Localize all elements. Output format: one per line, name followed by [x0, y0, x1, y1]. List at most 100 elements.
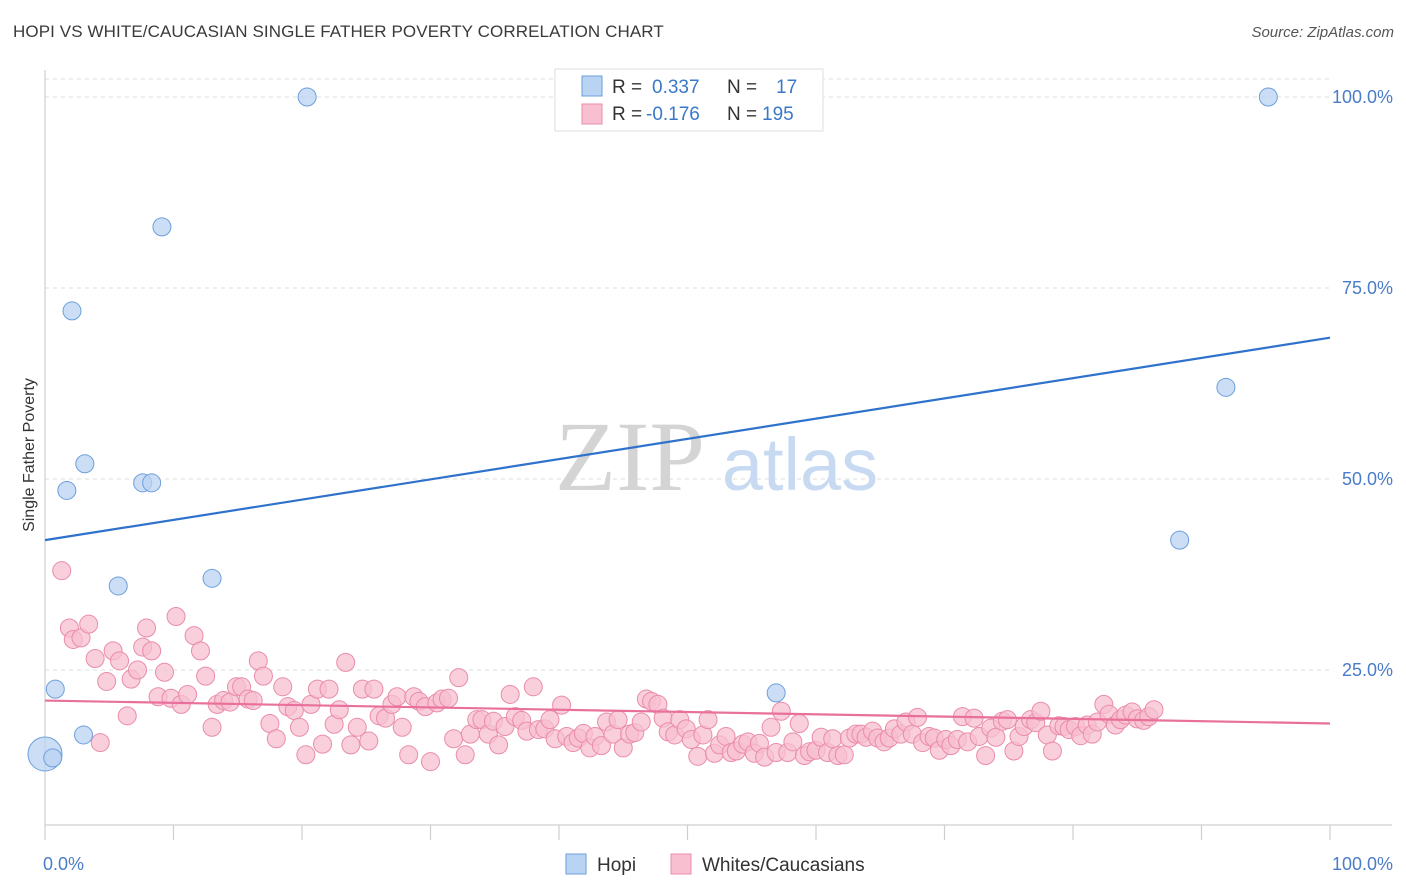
- bottom-legend: Hopi Whites/Caucasians: [565, 853, 865, 876]
- white-point: [364, 679, 384, 699]
- white-point: [489, 735, 509, 755]
- white-point: [273, 677, 293, 697]
- legend-hopi-swatch: [581, 75, 603, 97]
- white-point: [253, 666, 273, 686]
- white-point: [387, 687, 407, 707]
- white-point: [552, 695, 572, 715]
- white-point: [1042, 741, 1062, 761]
- white-point: [976, 746, 996, 766]
- white-point: [79, 614, 99, 634]
- legend-white-n-value: 195: [762, 104, 794, 125]
- white-point: [455, 745, 475, 765]
- white-point: [359, 731, 379, 751]
- white-point: [591, 736, 611, 756]
- white-point: [97, 671, 117, 691]
- white-point: [986, 727, 1006, 747]
- white-point: [438, 688, 458, 708]
- white-point: [421, 752, 440, 772]
- white-point: [155, 662, 175, 682]
- x-tick-label-0: 0.0%: [43, 854, 84, 874]
- white-point: [834, 745, 854, 765]
- legend-hopi-n-label: N =: [727, 77, 757, 98]
- white-point: [608, 710, 628, 730]
- hopi-point: [152, 217, 172, 237]
- watermark-atlas: atlas: [722, 423, 878, 506]
- white-point: [449, 668, 469, 688]
- legend-white-n-label: N =: [727, 104, 757, 125]
- y-tick-label-100: 100.0%: [1332, 87, 1393, 107]
- watermark: ZIP atlas: [555, 401, 878, 512]
- bottom-legend-hopi-label: Hopi: [597, 855, 636, 876]
- white-point: [137, 618, 157, 638]
- hopi-point: [1216, 377, 1236, 397]
- white-point: [997, 710, 1017, 730]
- white-point: [908, 707, 928, 727]
- legend-white-r-label: R =: [612, 104, 642, 125]
- white-point: [761, 717, 781, 737]
- legend-hopi-r-label: R =: [612, 77, 642, 98]
- whites-caucasians-points: [52, 561, 1164, 772]
- hopi-point: [142, 473, 162, 493]
- white-point: [190, 641, 210, 661]
- bottom-legend-white-label: Whites/Caucasians: [702, 855, 865, 876]
- white-trend-line: [44, 699, 1331, 725]
- white-point: [783, 732, 803, 752]
- bottom-legend-white-swatch: [670, 853, 692, 875]
- white-point: [823, 729, 843, 749]
- tick-labels: 25.0% 50.0% 75.0% 100.0% 0.0% 100.0%: [43, 87, 1393, 874]
- white-point: [313, 734, 333, 754]
- hopi-point: [75, 454, 95, 474]
- y-tick-label-75: 75.0%: [1342, 278, 1393, 298]
- white-point: [341, 735, 361, 755]
- chart-title: HOPI VS WHITE/CAUCASIAN SINGLE FATHER PO…: [13, 22, 664, 41]
- white-point: [110, 651, 130, 671]
- white-point: [540, 710, 560, 730]
- white-point: [142, 641, 162, 661]
- white-point: [90, 733, 110, 753]
- white-point: [117, 706, 137, 726]
- legend-hopi-r-value: 0.337: [652, 77, 700, 98]
- white-point: [500, 684, 520, 704]
- y-tick-label-50: 50.0%: [1342, 469, 1393, 489]
- hopi-point: [62, 301, 82, 321]
- hopi-points: [27, 87, 1278, 772]
- white-point: [399, 745, 419, 765]
- hopi-point: [297, 87, 317, 107]
- grid-lines: [45, 78, 1330, 671]
- trend-lines: [44, 336, 1331, 725]
- axes: [44, 70, 1392, 840]
- white-point: [128, 660, 148, 680]
- white-point: [523, 677, 543, 697]
- white-point: [85, 649, 105, 669]
- white-point: [1031, 701, 1051, 721]
- hopi-trend-line: [44, 336, 1331, 542]
- white-point: [336, 652, 356, 672]
- white-point: [178, 684, 198, 704]
- white-point: [319, 679, 339, 699]
- legend-white-swatch: [581, 103, 603, 125]
- white-point: [166, 607, 186, 627]
- hopi-point: [43, 748, 63, 768]
- hopi-point: [766, 683, 786, 703]
- white-point: [289, 717, 309, 737]
- white-point: [202, 717, 222, 737]
- hopi-point: [45, 679, 65, 699]
- bottom-legend-hopi-swatch: [565, 853, 587, 875]
- white-point: [196, 666, 216, 686]
- x-tick-label-1: 100.0%: [1332, 854, 1393, 874]
- white-point: [698, 710, 718, 730]
- hopi-point: [202, 568, 222, 588]
- legend-white-r-value: -0.176: [646, 104, 700, 125]
- white-point: [392, 717, 412, 737]
- white-point: [52, 561, 72, 581]
- hopi-point: [1170, 530, 1190, 550]
- white-point: [631, 712, 651, 732]
- white-point: [243, 691, 263, 711]
- white-point: [688, 746, 708, 766]
- legend-box: R = 0.337 N = 17 R = -0.176 N = 195: [554, 68, 824, 132]
- white-point: [1144, 700, 1164, 720]
- white-point: [347, 717, 367, 737]
- white-point: [789, 713, 809, 733]
- chart-source: Source: ZipAtlas.com: [1251, 24, 1394, 41]
